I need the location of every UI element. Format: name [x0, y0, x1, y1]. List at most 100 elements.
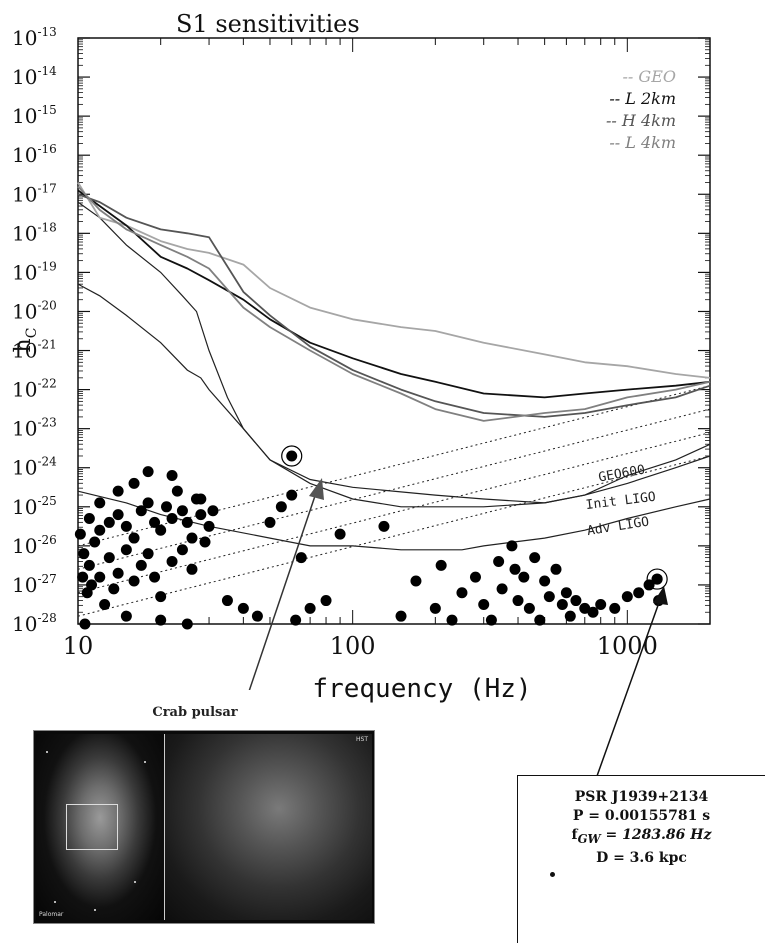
- pulsar-dot: [186, 563, 198, 575]
- pulsar-dot: [86, 579, 98, 591]
- pulsar-dot: [149, 571, 161, 583]
- pulsar-dot: [166, 470, 178, 482]
- measured-curve: [77, 189, 711, 399]
- pulsar-points: [74, 466, 665, 630]
- pulsar-dot: [94, 497, 106, 509]
- pulsar-dot: [166, 555, 178, 567]
- highlighted-pulsars: [281, 445, 668, 590]
- curve-label: GEO600: [597, 463, 646, 486]
- measured-curve: [77, 185, 711, 422]
- pulsar-dot: [534, 614, 546, 626]
- pulsar-dot: [128, 575, 140, 587]
- pulsar-dot: [512, 595, 524, 607]
- pulsar-dot: [120, 544, 132, 556]
- x-tick-labels: 10 100 1000: [63, 632, 658, 660]
- x-tick-label: 1000: [597, 632, 658, 660]
- pulsar-dot: [446, 614, 458, 626]
- pulsar-dot: [203, 520, 215, 532]
- pulsar-dot: [221, 595, 233, 607]
- pulsar-dot: [176, 544, 188, 556]
- pulsar-dot: [186, 532, 198, 544]
- y-tick-label: 10-20: [12, 298, 57, 323]
- pulsar-dot: [120, 610, 132, 622]
- psr-fgw-prefix: f: [571, 827, 578, 843]
- palomar-label: Palomar: [39, 911, 64, 918]
- pulsar-dot: [83, 513, 95, 525]
- pulsar-dot: [523, 602, 535, 614]
- pulsar-dot: [579, 602, 591, 614]
- pulsar-dot: [334, 528, 346, 540]
- pulsar-dot: [410, 575, 422, 587]
- pulsar-dot: [83, 559, 95, 571]
- pulsar-dot: [195, 493, 207, 505]
- pulsar-dot: [237, 602, 249, 614]
- y-tick-label: 10-26: [12, 533, 57, 558]
- star-dot: [46, 751, 48, 753]
- y-tick-label: 10-21: [12, 338, 57, 363]
- star-dot: [54, 901, 56, 903]
- curve-label: Adv LIGO: [586, 514, 650, 539]
- y-tick-label: 10-17: [12, 181, 57, 206]
- y-tick-label: 10-24: [12, 455, 57, 480]
- y-axis-title: hC: [11, 328, 40, 353]
- pulsar-dot: [99, 598, 111, 610]
- reference-line: [77, 385, 711, 547]
- highlighted-pulsar-dot: [651, 573, 663, 585]
- star-dot: [144, 761, 146, 763]
- pulsar-dot: [595, 598, 607, 610]
- hst-image: HST: [164, 734, 372, 920]
- x-tick-label: 100: [330, 632, 376, 660]
- pulsar-dot: [378, 520, 390, 532]
- pulsar-dot: [275, 501, 287, 513]
- pulsar-dot: [176, 505, 188, 517]
- pulsar-dot: [633, 587, 645, 599]
- pulsar-dot: [570, 595, 582, 607]
- reference-line: [77, 432, 711, 594]
- pulsar-dot: [506, 540, 518, 552]
- pulsar-dot: [77, 571, 89, 583]
- measured-curve: [77, 193, 711, 418]
- pulsar-dot: [195, 509, 207, 521]
- y-tick-label: 10-25: [12, 494, 57, 519]
- pulsar-dot: [207, 505, 219, 517]
- y-tick-label: 10-28: [12, 611, 57, 636]
- measured-series: [77, 182, 711, 422]
- reference-line: [77, 408, 711, 570]
- pulsar-dot: [478, 598, 490, 610]
- pulsar-dot: [543, 591, 555, 603]
- pulsar-dot: [112, 567, 124, 579]
- reference-lines: [77, 385, 711, 617]
- hst-label: HST: [356, 736, 368, 743]
- design-curve: [77, 201, 711, 504]
- y-axis-title-main: h: [11, 338, 36, 352]
- y-tick-label: 10-14: [12, 64, 57, 89]
- pulsar-dot: [155, 524, 167, 536]
- curve-label: Init LIGO: [585, 490, 657, 513]
- pulsar-dot: [181, 618, 193, 630]
- pulsar-dot: [304, 602, 316, 614]
- pulsar-dot: [112, 485, 124, 497]
- pulsar-dot: [142, 497, 154, 509]
- legend-entry: -- H 4km: [606, 111, 676, 130]
- highlight-ring: [646, 568, 668, 590]
- pulsar-dot: [78, 548, 90, 560]
- pulsar-dot: [518, 571, 530, 583]
- pulsar-dot: [320, 595, 332, 607]
- highlighted-pulsar-dot: [286, 450, 298, 462]
- psr-period: P = 0.00155781 s: [572, 808, 711, 824]
- pulsar-dot: [103, 516, 115, 528]
- legend-entry: -- L 2km: [609, 89, 676, 108]
- pulsar-dot: [493, 555, 505, 567]
- crab-nebula-image: Palomar HST: [33, 730, 375, 924]
- pulsar-dot: [112, 509, 124, 521]
- pulsar-dot: [539, 575, 551, 587]
- palomar-image: Palomar: [36, 734, 164, 920]
- pulsar-dot: [587, 606, 599, 618]
- pulsar-dot: [155, 614, 167, 626]
- y-tick-label: 10-13: [12, 25, 57, 50]
- pulsar-dot: [485, 614, 497, 626]
- y-tick-label: 10-16: [12, 142, 57, 167]
- psr-arrowhead: [653, 586, 668, 605]
- pulsar-dot: [120, 520, 132, 532]
